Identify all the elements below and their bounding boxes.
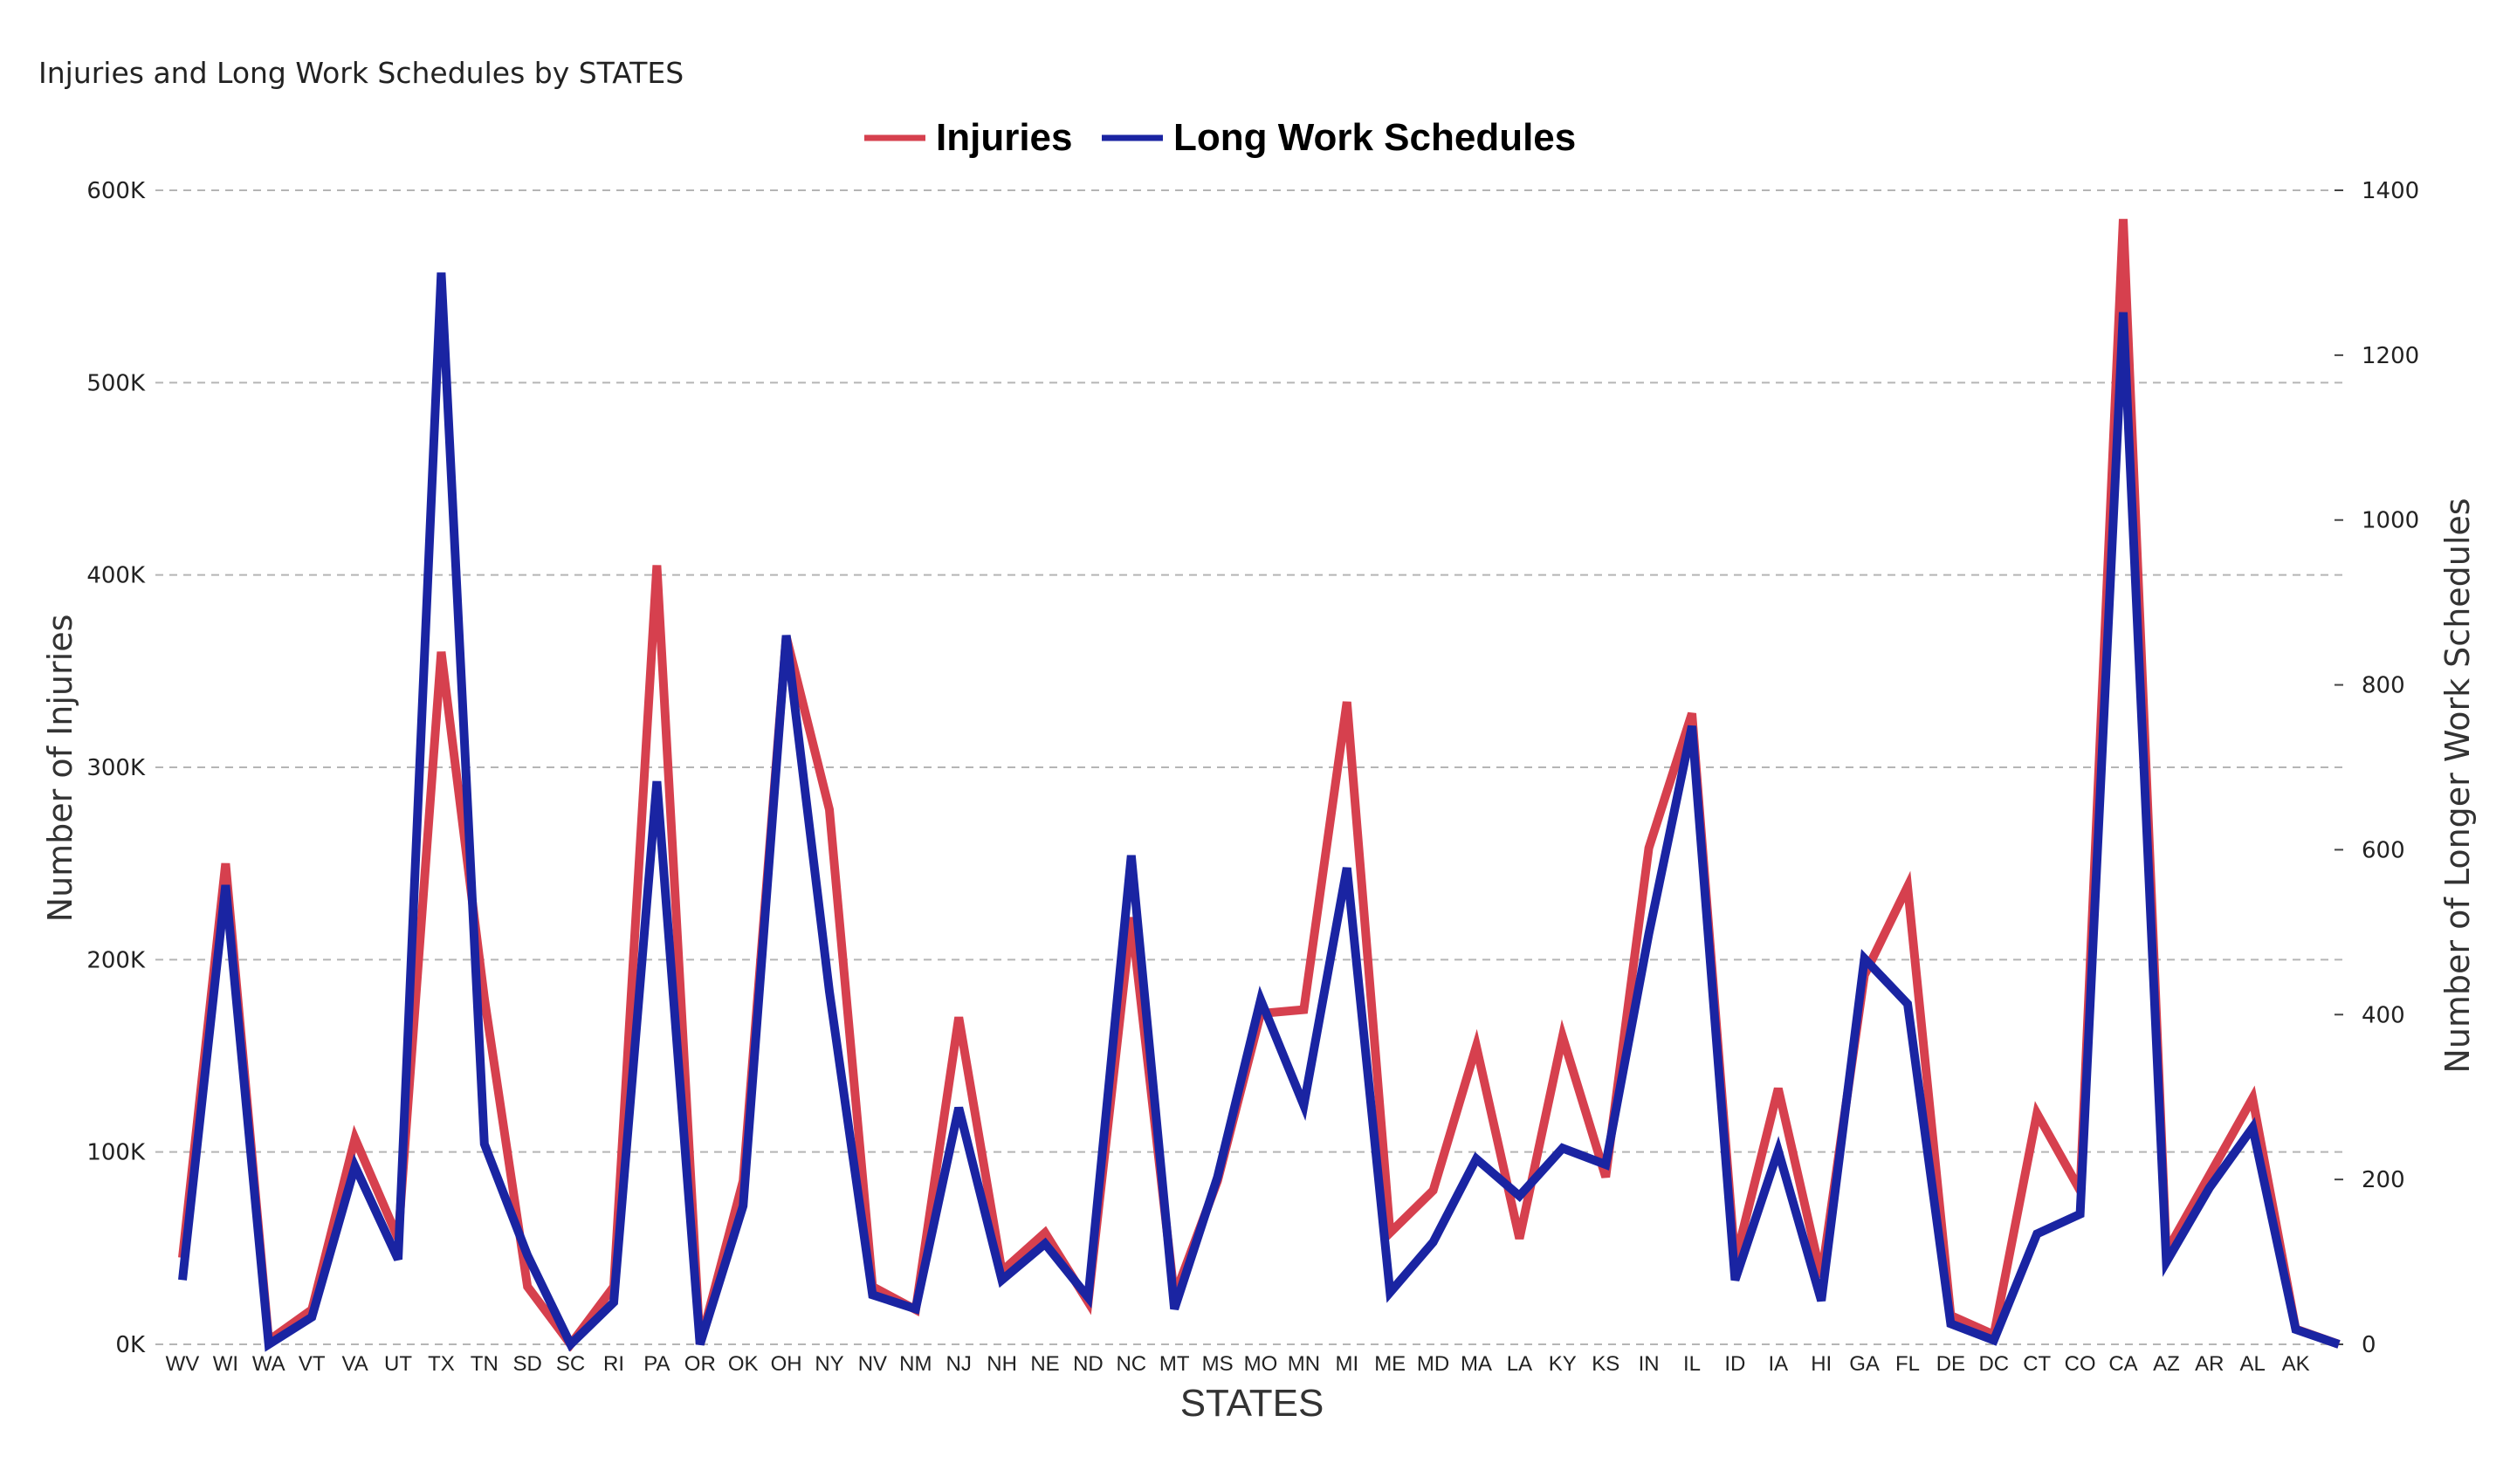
x-tick-label: GA xyxy=(1849,1352,1880,1376)
y-axis-title-right: Number of Longer Work Schedules xyxy=(2438,498,2477,1073)
x-tick-label: RI xyxy=(603,1352,624,1376)
x-tick-label: NJ xyxy=(946,1352,972,1376)
x-tick-label: ND xyxy=(1073,1352,1104,1376)
x-tick-label: DE xyxy=(1936,1352,1965,1376)
x-tick-label: CA xyxy=(2108,1352,2137,1376)
x-tick-label: CT xyxy=(2023,1352,2051,1376)
x-tick-label: VT xyxy=(299,1352,326,1376)
x-tick-label: FL xyxy=(1895,1352,1920,1376)
legend-label: Long Work Schedules xyxy=(1173,116,1576,159)
right-axis-ticks: 0 200 400 600 800 1000 1200 1400 xyxy=(2335,178,2419,1358)
x-tick-label: AR xyxy=(2195,1352,2224,1376)
legend: Injuries Long Work Schedules xyxy=(864,116,1576,159)
x-tick-label: LA xyxy=(1507,1352,1532,1376)
x-tick-label: WI xyxy=(213,1352,238,1376)
x-tick-label: IN xyxy=(1639,1352,1660,1376)
right-tick-label: 1200 xyxy=(2362,343,2419,369)
x-tick-label: SD xyxy=(513,1352,542,1376)
x-tick-label: TN xyxy=(471,1352,499,1376)
x-tick-label: MS xyxy=(1202,1352,1234,1376)
x-tick-label: MT xyxy=(1159,1352,1190,1376)
x-tick-label: NH xyxy=(987,1352,1017,1376)
left-axis-ticks: 0K 100K 200K 300K 400K 500K 600K xyxy=(86,178,146,1358)
left-tick-label: 600K xyxy=(86,178,146,204)
left-tick-label: 0K xyxy=(115,1332,146,1358)
x-tick-label: OK xyxy=(728,1352,759,1376)
x-tick-label: CO xyxy=(2065,1352,2096,1376)
x-tick-label: IL xyxy=(1683,1352,1701,1376)
x-axis-ticks: WV WI WA VT VA UT TX TN SD SC RI PA OR OK OH NY NV NM NJ NH… xyxy=(166,1352,2310,1376)
left-tick-label: 400K xyxy=(86,563,146,589)
x-tick-label: DC xyxy=(1978,1352,2009,1376)
x-tick-label: VA xyxy=(341,1352,368,1376)
x-tick-label: HI xyxy=(1811,1352,1832,1376)
right-tick-label: 600 xyxy=(2362,837,2405,863)
x-tick-label: AZ xyxy=(2153,1352,2180,1376)
x-tick-label: SC xyxy=(556,1352,585,1376)
left-tick-label: 100K xyxy=(86,1140,146,1166)
x-tick-label: WA xyxy=(252,1352,285,1376)
x-tick-label: NE xyxy=(1030,1352,1059,1376)
x-tick-label: MI xyxy=(1335,1352,1358,1376)
x-tick-label: KY xyxy=(1549,1352,1577,1376)
x-tick-label: OR xyxy=(684,1352,716,1376)
x-tick-label: MN xyxy=(1288,1352,1320,1376)
right-tick-label: 800 xyxy=(2362,673,2405,699)
right-tick-label: 1000 xyxy=(2362,508,2419,534)
right-tick-label: 200 xyxy=(2362,1167,2405,1193)
legend-label: Injuries xyxy=(936,116,1073,159)
x-tick-label: MA xyxy=(1461,1352,1492,1376)
y-axis-title-left: Number of Injuries xyxy=(41,615,79,923)
x-tick-label: MD xyxy=(1417,1352,1449,1376)
x-tick-label: NY xyxy=(815,1352,843,1376)
page-title: Injuries and Long Work Schedules by STAT… xyxy=(38,56,684,90)
right-tick-label: 0 xyxy=(2362,1332,2376,1358)
x-tick-label: ME xyxy=(1374,1352,1406,1376)
x-tick-label: AK xyxy=(2282,1352,2310,1376)
series-lines xyxy=(178,218,2341,1352)
x-tick-label: NM xyxy=(899,1352,932,1376)
x-tick-label: NV xyxy=(858,1352,887,1376)
x-tick-label: KS xyxy=(1592,1352,1619,1376)
x-tick-label: UT xyxy=(384,1352,412,1376)
series-line-1 xyxy=(178,218,2341,1352)
x-tick-label: OH xyxy=(771,1352,802,1376)
x-axis-title: STATES xyxy=(1180,1382,1324,1425)
right-tick-label: 400 xyxy=(2362,1002,2405,1028)
x-tick-label: MO xyxy=(1244,1352,1278,1376)
x-tick-label: IA xyxy=(1768,1352,1788,1376)
left-tick-label: 200K xyxy=(86,947,146,973)
x-tick-label: NC xyxy=(1116,1352,1146,1376)
series-line-2 xyxy=(178,272,2341,1352)
grid-lines xyxy=(155,189,2348,1345)
x-tick-label: AL xyxy=(2240,1352,2266,1376)
x-tick-label: ID xyxy=(1724,1352,1745,1376)
x-tick-label: WV xyxy=(166,1352,200,1376)
x-tick-label: TX xyxy=(428,1352,455,1376)
left-tick-label: 300K xyxy=(86,755,146,781)
x-tick-label: PA xyxy=(643,1352,670,1376)
left-tick-label: 500K xyxy=(86,370,146,396)
right-tick-label: 1400 xyxy=(2362,178,2419,204)
